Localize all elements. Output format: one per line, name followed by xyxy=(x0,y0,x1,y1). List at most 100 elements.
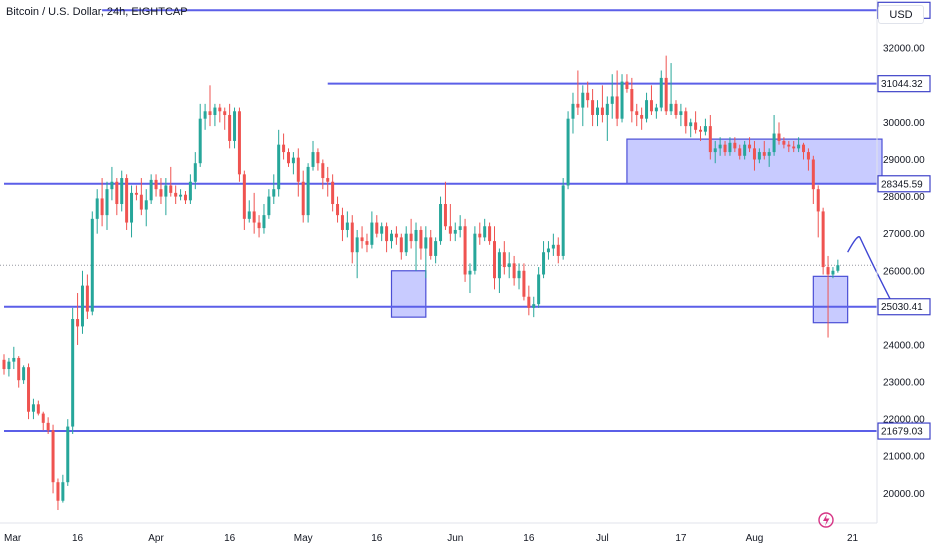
candle xyxy=(360,226,364,249)
candle xyxy=(71,307,75,434)
candle-body xyxy=(36,404,40,414)
candle-body xyxy=(816,189,820,212)
candle-body xyxy=(566,118,570,186)
candle-body xyxy=(80,285,84,327)
time-tick-label: May xyxy=(294,533,313,544)
candle-body xyxy=(237,111,241,175)
candle xyxy=(448,204,452,242)
candle xyxy=(149,174,153,205)
candle-body xyxy=(576,103,580,108)
candle xyxy=(61,474,65,503)
time-axis[interactable]: Mar 16 Apr 16 May 16 Jun 16 Jul 17 Aug 21 xyxy=(0,522,877,544)
candle xyxy=(12,346,16,370)
candle-body xyxy=(419,229,423,249)
candle xyxy=(286,148,290,167)
candle-body xyxy=(130,192,134,223)
candle-body xyxy=(497,252,501,279)
candle-body xyxy=(620,81,624,119)
candle xyxy=(434,237,438,264)
time-tick-label: Mar xyxy=(4,533,22,544)
candle-body xyxy=(272,189,276,197)
currency-button[interactable]: USD xyxy=(878,5,924,24)
candle-body xyxy=(743,144,747,156)
candle-body xyxy=(267,196,271,216)
candle-body xyxy=(154,179,158,190)
candle xyxy=(218,103,222,123)
candle-body xyxy=(748,144,752,149)
candle-body xyxy=(2,359,6,370)
candle xyxy=(649,85,653,115)
candle xyxy=(237,107,241,182)
logo-bolt xyxy=(823,514,830,526)
candle-body xyxy=(640,114,644,119)
candle-body xyxy=(213,107,217,115)
candle-body xyxy=(90,218,94,312)
candle xyxy=(247,200,251,223)
candle xyxy=(164,178,168,216)
candle xyxy=(46,417,50,434)
candle-body xyxy=(311,152,315,167)
candle xyxy=(581,85,585,127)
candle-body xyxy=(762,152,766,156)
candle-body xyxy=(66,426,70,483)
candle-body xyxy=(296,157,300,182)
candle-body xyxy=(424,237,428,249)
candle-body xyxy=(752,148,756,160)
price-tick-label: 29000.00 xyxy=(883,155,925,166)
candle-body xyxy=(600,107,604,115)
candle-body xyxy=(286,152,290,164)
price-tick-label: 26000.00 xyxy=(883,266,925,277)
candle-body xyxy=(708,126,712,153)
level-price-box xyxy=(877,298,931,316)
candle-body xyxy=(806,152,810,160)
candle xyxy=(679,103,683,127)
candle-body xyxy=(532,304,536,308)
candle xyxy=(669,63,673,115)
candle xyxy=(527,285,531,316)
candle xyxy=(551,233,555,256)
candle xyxy=(90,211,94,316)
candle-body xyxy=(350,222,354,253)
candle-body xyxy=(223,111,227,115)
candle-body xyxy=(546,248,550,253)
candles xyxy=(2,55,840,511)
candle xyxy=(134,185,138,201)
candle-body xyxy=(718,144,722,149)
candle-body xyxy=(821,211,825,268)
candle xyxy=(2,354,6,375)
candle-body xyxy=(17,357,21,381)
candle xyxy=(36,400,40,416)
candle-body xyxy=(345,222,349,230)
candle xyxy=(512,255,516,286)
candle-body xyxy=(188,181,192,201)
time-tick-label: Jul xyxy=(596,533,609,544)
candle-body xyxy=(782,140,786,145)
candle xyxy=(365,233,369,253)
candle xyxy=(419,226,423,260)
candle-body xyxy=(649,100,653,112)
candle-body xyxy=(792,146,796,149)
projection-path xyxy=(847,236,893,303)
candle xyxy=(120,170,124,212)
candle xyxy=(262,204,266,234)
candle xyxy=(100,178,104,227)
price-tick-label: 20000.00 xyxy=(883,489,925,500)
candle-body xyxy=(242,174,246,219)
candle-body xyxy=(394,233,398,238)
candle xyxy=(208,85,212,127)
candle-body xyxy=(669,103,673,112)
candle xyxy=(7,357,11,377)
candle xyxy=(463,218,467,282)
candle xyxy=(340,207,344,242)
candle-body xyxy=(51,430,55,483)
candle xyxy=(95,189,99,234)
candle-body xyxy=(551,244,555,249)
candle-body xyxy=(831,270,835,275)
candle-body xyxy=(517,270,521,279)
candle-body xyxy=(149,179,153,201)
candle xyxy=(493,226,496,290)
candle xyxy=(748,137,752,153)
candle xyxy=(752,140,756,171)
